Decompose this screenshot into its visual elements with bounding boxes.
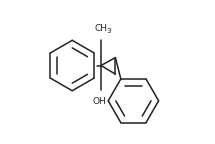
Text: OH: OH (93, 97, 106, 106)
Text: CH: CH (94, 24, 107, 33)
Text: 3: 3 (106, 28, 111, 34)
